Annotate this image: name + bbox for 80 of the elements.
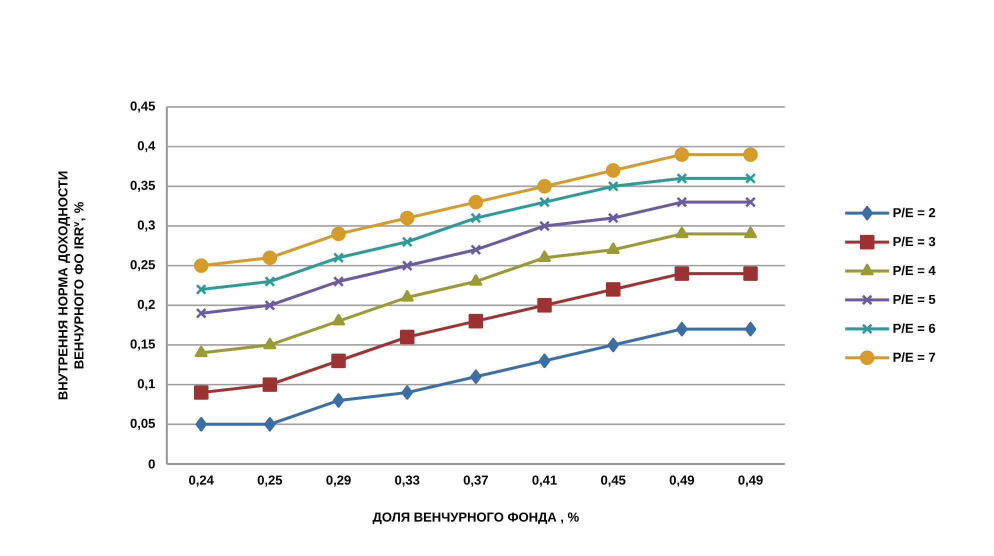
point	[333, 276, 344, 287]
point	[332, 314, 345, 326]
y-tick-label: 0,3	[138, 220, 155, 232]
point	[468, 194, 484, 210]
x-tick-label: 0,41	[532, 475, 557, 487]
x-tick-label: 0,29	[326, 475, 351, 487]
point	[195, 417, 207, 432]
point	[470, 244, 482, 256]
point	[743, 266, 758, 281]
legend-label: P/E = 7	[894, 352, 936, 362]
legend-label: P/E = 2	[894, 208, 936, 218]
x-tick-label: 0,33	[395, 475, 420, 487]
legend-label: P/E = 3	[894, 236, 936, 246]
point	[263, 338, 276, 350]
legend-label: P/E = 6	[894, 323, 936, 334]
point	[538, 354, 550, 368]
point	[745, 172, 756, 184]
point	[606, 282, 620, 297]
point	[196, 284, 207, 295]
point	[194, 346, 208, 358]
x-tick-label: 0,37	[464, 475, 488, 487]
y-tick-label: 0,4	[138, 141, 156, 152]
point	[402, 236, 413, 248]
y-tick-label: 0,45	[130, 101, 155, 113]
point	[194, 258, 208, 273]
point	[402, 260, 413, 272]
point	[607, 338, 619, 352]
point	[537, 298, 552, 313]
y-tick-label: 0,35	[130, 180, 155, 192]
point	[262, 250, 278, 265]
point	[470, 212, 482, 224]
point	[539, 196, 550, 208]
point	[264, 276, 276, 287]
point	[676, 172, 688, 184]
point	[468, 314, 484, 328]
x-tick-label: 0,25	[258, 475, 282, 487]
point	[676, 196, 688, 208]
point	[537, 179, 552, 194]
point	[401, 385, 413, 400]
point	[674, 147, 690, 162]
point	[675, 226, 688, 238]
point	[606, 163, 620, 178]
point	[331, 354, 346, 368]
point	[264, 417, 276, 432]
point	[743, 147, 758, 162]
point	[744, 322, 756, 336]
point	[332, 393, 344, 408]
x-tick-label: 0,45	[601, 475, 626, 487]
point	[745, 196, 756, 208]
point	[539, 220, 550, 232]
y-tick-label: 0,15	[130, 339, 155, 351]
point	[400, 290, 414, 302]
x-axis-title: ДОЛЯ ВЕНЧУРНОГО ФОНДА , %	[372, 512, 579, 524]
y-tick-label: 0,25	[130, 260, 155, 272]
legend-label: P/E = 4	[894, 266, 936, 276]
point	[196, 308, 207, 319]
legend-label: P/E = 5	[894, 294, 936, 304]
point	[538, 250, 551, 262]
point	[674, 266, 690, 281]
point	[744, 226, 757, 238]
point	[606, 242, 620, 254]
point	[264, 300, 276, 311]
x-tick-label: 0,49	[670, 475, 694, 487]
y-tick-label: 0,05	[130, 418, 155, 430]
point	[400, 330, 414, 344]
point	[333, 252, 344, 264]
point	[469, 274, 482, 286]
point	[676, 322, 688, 336]
x-tick-label: 0,24	[189, 475, 214, 487]
y-tick-label: 0,1	[138, 379, 155, 390]
point	[262, 377, 278, 392]
point	[608, 212, 619, 224]
y-tick-label: 0,2	[138, 300, 155, 311]
point	[470, 369, 482, 384]
x-tick-label: 0,49	[738, 475, 763, 487]
point	[608, 180, 619, 192]
y-tick-label: 0	[148, 459, 155, 469]
point	[331, 226, 346, 242]
point	[194, 385, 208, 400]
point	[400, 210, 414, 226]
